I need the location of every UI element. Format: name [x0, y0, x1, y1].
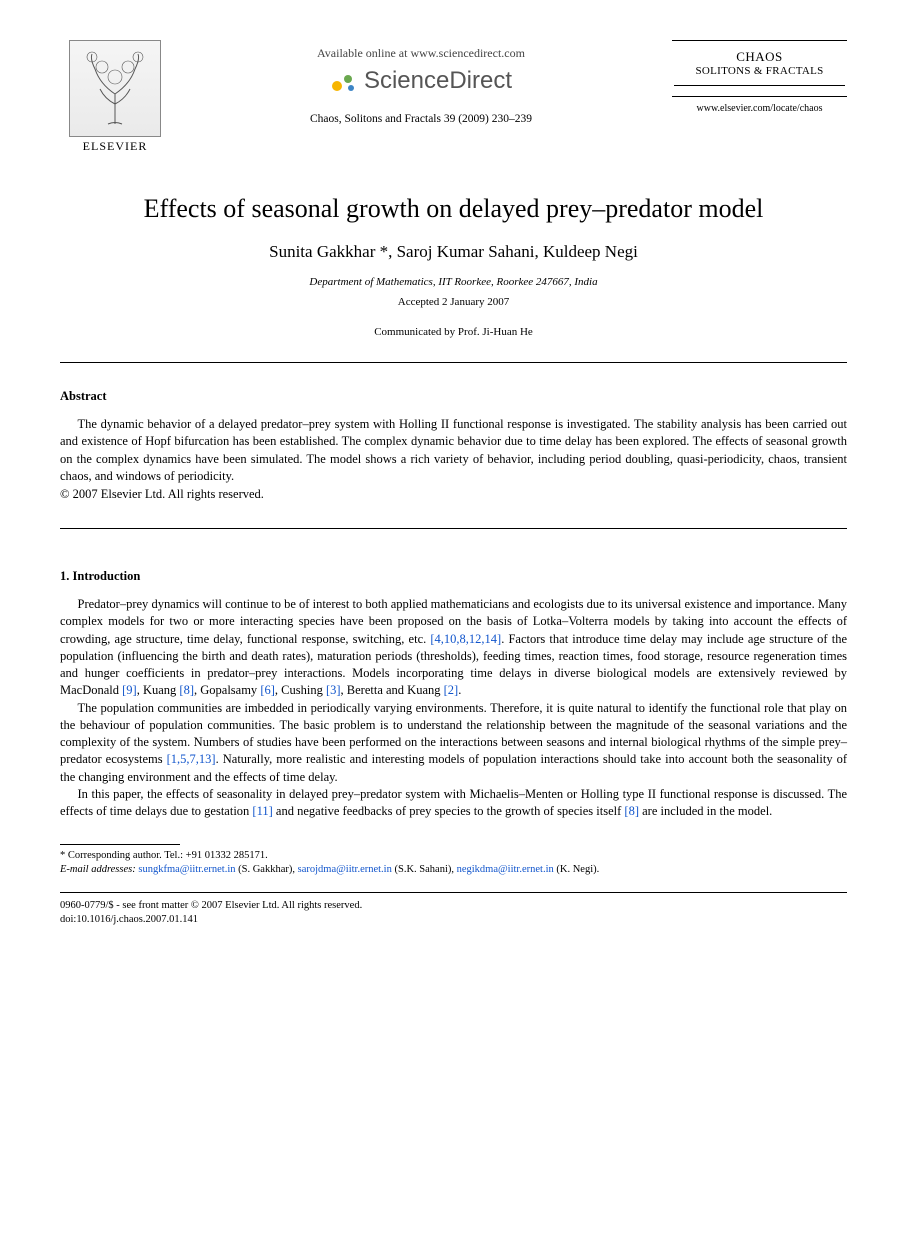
journal-name-line1: CHAOS: [674, 49, 845, 65]
authors-text: Sunita Gakkhar *, Saroj Kumar Sahani, Ku…: [269, 242, 638, 261]
corr-author-line: * Corresponding author. Tel.: +91 01332 …: [60, 849, 847, 863]
header-center: Available online at www.sciencedirect.co…: [170, 40, 672, 125]
affiliation: Department of Mathematics, IIT Roorkee, …: [60, 276, 847, 288]
abstract-heading: Abstract: [60, 389, 847, 404]
ref-link[interactable]: [1,5,7,13]: [167, 752, 216, 766]
email-link-2[interactable]: sarojdma@iitr.ernet.in: [298, 864, 392, 875]
email-link-1[interactable]: sungkfma@iitr.ernet.in: [138, 864, 235, 875]
ref-link[interactable]: [9]: [122, 683, 137, 697]
intro-para-1: Predator–prey dynamics will continue to …: [60, 596, 847, 700]
footnote-separator: [60, 844, 180, 845]
bottom-info: 0960-0779/$ - see front matter © 2007 El…: [60, 899, 847, 927]
email-line: E-mail addresses: sungkfma@iitr.ernet.in…: [60, 863, 847, 877]
intro-para-3: In this paper, the effects of seasonalit…: [60, 786, 847, 821]
elsevier-tree-logo: [69, 40, 161, 137]
communicated-by: Communicated by Prof. Ji-Huan He: [60, 326, 847, 338]
email-name-2: (S.K. Sahani),: [392, 864, 457, 875]
rule-above-abstract: [60, 362, 847, 363]
journal-url: www.elsevier.com/locate/chaos: [672, 103, 847, 114]
ref-link[interactable]: [4,10,8,12,14]: [430, 632, 501, 646]
authors-line: Sunita Gakkhar *, Saroj Kumar Sahani, Ku…: [60, 242, 847, 262]
p3-text-c: are included in the model.: [639, 804, 772, 818]
abstract-copyright: © 2007 Elsevier Ltd. All rights reserved…: [60, 487, 847, 502]
p1-text-d: , Gopalsamy: [194, 683, 260, 697]
page-container: ELSEVIER Available online at www.science…: [0, 0, 907, 977]
available-online-text: Available online at www.sciencedirect.co…: [170, 46, 672, 61]
article-title: Effects of seasonal growth on delayed pr…: [60, 194, 847, 224]
journal-reference: Chaos, Solitons and Fractals 39 (2009) 2…: [170, 113, 672, 125]
doi-line: doi:10.1016/j.chaos.2007.01.141: [60, 913, 847, 927]
email-name-1: (S. Gakkhar),: [236, 864, 298, 875]
ref-link[interactable]: [2]: [444, 683, 459, 697]
journal-box-block: CHAOS SOLITONS & FRACTALS www.elsevier.c…: [672, 40, 847, 114]
tree-icon: [80, 49, 150, 129]
journal-title-box: CHAOS SOLITONS & FRACTALS: [672, 40, 847, 97]
p1-text-e: , Cushing: [275, 683, 326, 697]
publisher-label: ELSEVIER: [60, 139, 170, 154]
corresponding-author-footnote: * Corresponding author. Tel.: +91 01332 …: [60, 849, 847, 877]
front-matter-line: 0960-0779/$ - see front matter © 2007 El…: [60, 899, 847, 913]
intro-para-2: The population communities are imbedded …: [60, 700, 847, 786]
sd-swirl-icon: [330, 67, 358, 95]
ref-link[interactable]: [8]: [179, 683, 194, 697]
email-link-3[interactable]: negikdma@iitr.ernet.in: [457, 864, 554, 875]
email-label: E-mail addresses:: [60, 864, 136, 875]
rule-below-abstract: [60, 528, 847, 529]
p3-text-b: and negative feedbacks of prey species t…: [273, 804, 625, 818]
sciencedirect-logo: ScienceDirect: [330, 67, 512, 95]
email-name-3: (K. Negi).: [554, 864, 600, 875]
abstract-body: The dynamic behavior of a delayed predat…: [60, 416, 847, 485]
ref-link[interactable]: [8]: [624, 804, 639, 818]
journal-name-line2: SOLITONS & FRACTALS: [674, 65, 845, 77]
ref-link[interactable]: [11]: [252, 804, 272, 818]
p1-text-g: .: [458, 683, 461, 697]
bottom-separator: [60, 892, 847, 893]
header-row: ELSEVIER Available online at www.science…: [60, 40, 847, 154]
ref-link[interactable]: [3]: [326, 683, 341, 697]
publisher-block: ELSEVIER: [60, 40, 170, 154]
sd-brand-text: ScienceDirect: [364, 67, 512, 95]
introduction-body: Predator–prey dynamics will continue to …: [60, 596, 847, 820]
p1-text-c: , Kuang: [137, 683, 180, 697]
introduction-heading: 1. Introduction: [60, 569, 847, 584]
ref-link[interactable]: [6]: [260, 683, 275, 697]
p1-text-f: , Beretta and Kuang: [341, 683, 444, 697]
journal-box-inner: CHAOS SOLITONS & FRACTALS: [674, 49, 845, 86]
accepted-date: Accepted 2 January 2007: [60, 296, 847, 308]
